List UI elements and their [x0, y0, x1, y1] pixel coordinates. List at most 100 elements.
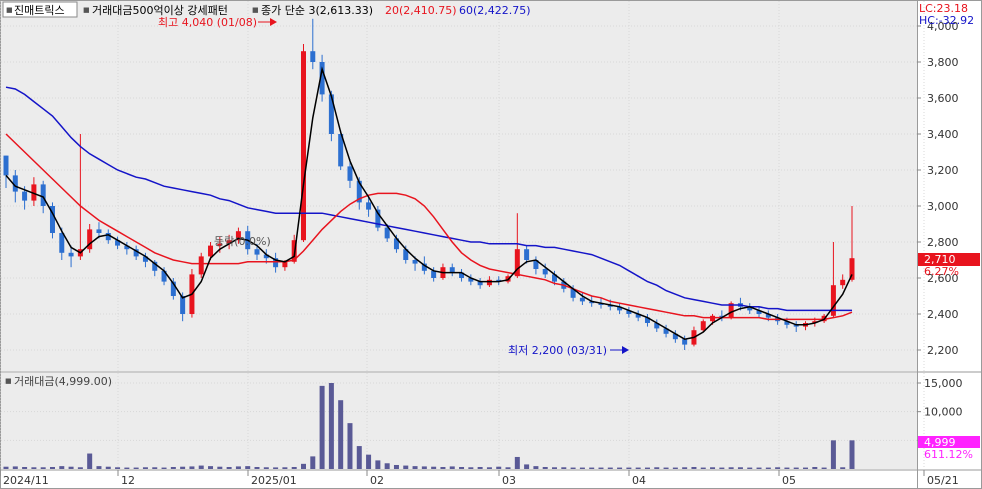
time-axis-label: 03: [502, 474, 516, 487]
volume-bar: [59, 466, 65, 469]
candle-down: [328, 94, 334, 134]
volume-bar: [459, 466, 465, 469]
lc-label: LC:23.18: [919, 2, 968, 15]
volume-bar: [672, 467, 678, 469]
price-tick-label: 3,200: [927, 164, 959, 177]
candle-down: [579, 297, 585, 302]
candle-up: [208, 245, 214, 257]
volume-bar: [393, 464, 399, 469]
candle-up: [514, 249, 520, 277]
current-volume-badge: [918, 436, 980, 448]
stock-name-icon: ■: [6, 6, 13, 14]
candle-up: [300, 51, 306, 241]
candle-down: [142, 256, 148, 262]
volume-bar: [49, 466, 55, 469]
volume-bar: [747, 467, 753, 469]
candle-down: [524, 249, 530, 260]
candle-up: [840, 279, 846, 286]
volume-bar: [170, 466, 176, 469]
volume-bar: [338, 400, 344, 469]
price-tick-label: 3,400: [927, 128, 959, 141]
volume-bar: [644, 467, 650, 469]
moving-average-lines: [5, 66, 853, 340]
volume-bar: [300, 463, 306, 469]
volume-bar: [245, 466, 251, 469]
volume-bar: [12, 466, 18, 469]
volume-bar: [700, 467, 706, 469]
stock-name[interactable]: 진매트릭스: [14, 4, 65, 17]
ma3-legend: 종가 단순 3(2,613.33): [261, 4, 373, 17]
volume-bar: [570, 467, 576, 469]
volume-bar: [533, 466, 539, 469]
candle-down: [366, 202, 372, 210]
candle-down: [40, 184, 46, 206]
candle-down: [96, 229, 102, 233]
candle-down: [449, 267, 455, 273]
current-price-change: 6.27%: [924, 265, 959, 278]
candle-down: [338, 134, 344, 167]
volume-bar: [617, 467, 623, 469]
volume-bar: [849, 440, 855, 469]
volume-bar: [384, 463, 390, 469]
candle-up: [282, 261, 288, 268]
current-volume-value: 4,999: [924, 436, 956, 449]
price-tick-label: 2,400: [927, 308, 959, 321]
candle-down: [254, 249, 260, 255]
volume-bar: [282, 467, 288, 469]
volume-bar: [375, 460, 381, 469]
volume-bar: [412, 466, 418, 469]
volume-bar: [328, 383, 334, 469]
volume-bar: [40, 467, 46, 469]
volume-bar: [830, 440, 836, 469]
candle-down: [663, 328, 669, 334]
gridlines: [0, 1, 925, 469]
price-tick-label: 3,000: [927, 200, 959, 213]
candle-down: [747, 306, 753, 311]
current-volume-change: 611.12%: [924, 448, 973, 461]
volume-tick-label: 10,000: [924, 406, 963, 419]
volume-bar: [142, 467, 148, 469]
candle-down: [59, 233, 65, 253]
candle-down: [115, 240, 121, 246]
candle-up: [198, 256, 204, 275]
candle-down: [784, 321, 790, 325]
ma60-line: [5, 86, 852, 312]
price-tick-label: 3,800: [927, 56, 959, 69]
volume-bar: [840, 467, 846, 469]
current-price-badge: [918, 253, 980, 266]
candle-down: [412, 260, 418, 264]
high-annotation: 최고 4,040 (01/08): [158, 16, 257, 29]
volume-bar: [496, 466, 502, 469]
candle-up: [217, 243, 223, 246]
price-tick-label: 2,200: [927, 344, 959, 357]
candlestick-series: [3, 18, 855, 350]
volume-bar: [161, 467, 167, 469]
candle-down: [533, 260, 539, 269]
right-axis-area: [918, 0, 982, 489]
volume-bar: [263, 467, 269, 469]
volume-bar: [765, 467, 771, 469]
volume-bar: [291, 466, 297, 469]
volume-bar: [710, 467, 716, 469]
stock-name-box[interactable]: [2, 1, 78, 18]
volume-bar: [486, 467, 492, 469]
volume-bar: [719, 467, 725, 469]
volume-bar: [105, 466, 111, 469]
candle-down: [263, 254, 269, 259]
volume-bar: [189, 466, 195, 469]
candle-down: [393, 238, 399, 250]
volume-bar: [77, 467, 83, 469]
volume-bar: [579, 467, 585, 469]
volume-bar: [152, 467, 158, 469]
hc-label: HC:-32.92: [919, 14, 974, 27]
candle-down: [68, 252, 74, 257]
current-price-value: 2,710: [924, 253, 956, 266]
candle-down: [598, 303, 604, 305]
volume-bar: [198, 465, 204, 469]
candle-down: [635, 314, 641, 318]
ma60-legend: 60(2,422.75): [459, 4, 531, 17]
candle-up: [710, 315, 716, 322]
ma3-line: [5, 66, 853, 340]
time-axis-label: 05/21: [927, 474, 959, 487]
volume-bar: [784, 467, 790, 469]
